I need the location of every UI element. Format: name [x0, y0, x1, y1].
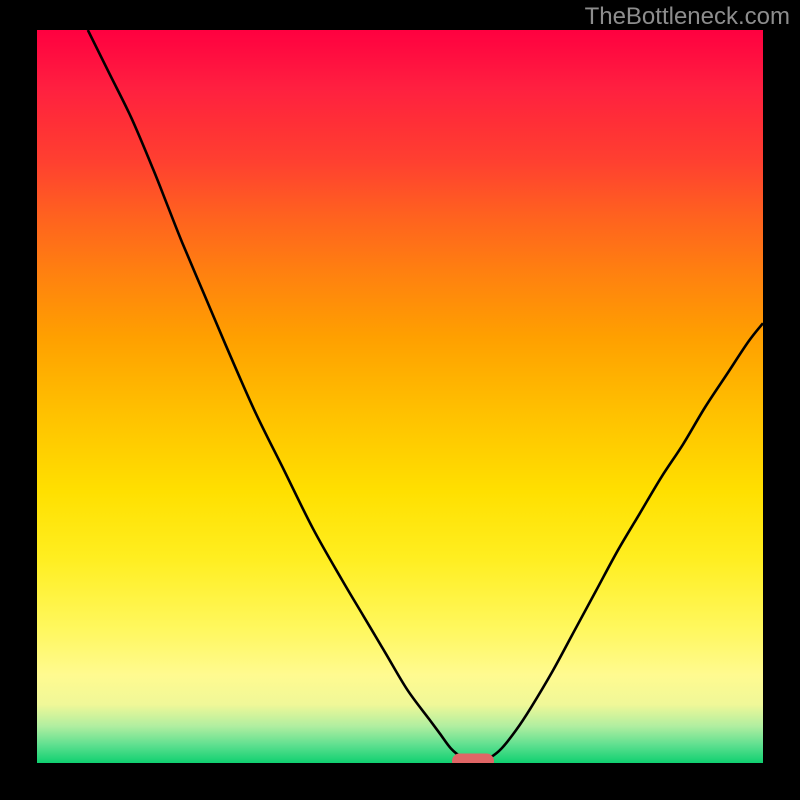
bottleneck-curve — [37, 30, 763, 763]
watermark-text: TheBottleneck.com — [585, 3, 790, 31]
curve-path — [88, 30, 763, 762]
min-marker — [452, 753, 494, 763]
chart-plot-area — [37, 30, 763, 763]
